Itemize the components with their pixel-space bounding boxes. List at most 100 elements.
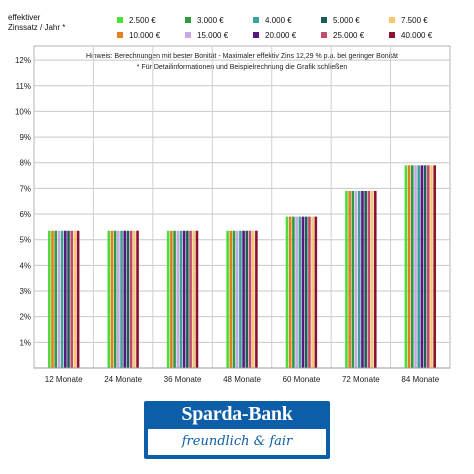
x-tick-label: 84 Monate — [401, 375, 439, 384]
chart-note-line2: * Für Detailinformationen und Beispielre… — [137, 64, 348, 71]
legend-item: 40.000 € — [389, 30, 457, 40]
bar — [308, 216, 311, 368]
bar — [285, 216, 289, 368]
legend-label: 10.000 € — [129, 30, 161, 40]
y-tick-label: 1% — [19, 338, 31, 347]
legend-swatch — [253, 17, 259, 23]
bar-chart: 1% 2% 3% 4% 5% 6% 7% 8% 9% 10% 11% 12% Hinweis: Bere… — [15, 45, 451, 384]
bar — [304, 216, 308, 368]
legend-swatch — [117, 32, 123, 38]
legend-item: 25.000 € — [321, 30, 389, 40]
bar — [423, 165, 427, 368]
y-axis-label-line1: effektiver — [8, 13, 41, 22]
bar — [133, 230, 136, 368]
bar — [76, 230, 80, 368]
bar — [57, 230, 61, 368]
legend-item: 3.000 € — [185, 15, 253, 25]
bar — [255, 230, 258, 368]
bar — [410, 165, 414, 368]
y-tick-label: 3% — [19, 287, 31, 296]
bar — [364, 190, 367, 368]
bar — [414, 165, 417, 368]
legend-label: 40.000 € — [401, 30, 433, 40]
y-tick-label: 12% — [15, 56, 31, 65]
logo-top-text: Sparda-Bank — [181, 403, 293, 425]
bar — [186, 230, 189, 368]
x-tick-label: 48 Monate — [223, 375, 261, 384]
bar — [311, 216, 314, 368]
bar — [361, 190, 364, 368]
legend-label: 7.500 € — [401, 15, 428, 25]
plot-area — [33, 45, 451, 369]
bar — [367, 190, 371, 368]
x-tick-label: 12 Monate — [45, 375, 83, 384]
bar — [242, 230, 245, 368]
bar — [113, 230, 117, 368]
bar — [136, 230, 139, 368]
chart-note-line1: Hinweis: Berechnungen mit bester Bonität… — [86, 53, 398, 60]
legend-swatch — [253, 32, 259, 38]
y-tick-label: 4% — [19, 261, 31, 270]
bar — [189, 230, 192, 368]
bar — [176, 230, 180, 368]
y-axis-label-line2: Zinssatz / Jahr * — [8, 23, 66, 32]
bar — [295, 216, 298, 368]
bar — [354, 190, 358, 368]
bar — [314, 216, 318, 368]
y-tick-label: 10% — [15, 107, 31, 116]
y-tick-label: 6% — [19, 210, 31, 219]
bar — [192, 230, 196, 368]
bar — [404, 165, 408, 368]
bar — [370, 190, 374, 368]
bar — [301, 216, 305, 368]
x-tick-label: 72 Monate — [342, 375, 380, 384]
bar — [298, 216, 302, 368]
legend-item: 15.000 € — [185, 30, 253, 40]
bar — [357, 190, 361, 368]
y-tick-label: 7% — [19, 184, 31, 193]
bar — [407, 165, 411, 368]
legend-item: 2.500 € — [117, 15, 185, 25]
legend-item: 20.000 € — [253, 30, 321, 40]
bar — [245, 230, 249, 368]
bar — [107, 230, 111, 368]
y-tick-label: 11% — [16, 82, 31, 91]
bar — [70, 230, 74, 368]
legend-item: 7.500 € — [389, 15, 457, 25]
bar — [351, 190, 355, 368]
bar — [292, 216, 295, 368]
logo-bottom-text: freundlich & fair — [148, 429, 326, 455]
bar — [345, 190, 348, 368]
bar — [166, 230, 170, 368]
bar — [120, 230, 123, 368]
legend-swatch — [185, 17, 191, 23]
legend-label: 5.000 € — [333, 15, 360, 25]
bar — [182, 230, 186, 368]
legend-swatch — [117, 17, 123, 23]
bar — [232, 230, 236, 368]
y-tick-label: 8% — [19, 159, 31, 168]
bar — [288, 216, 292, 368]
legend-swatch — [321, 17, 327, 23]
bar — [373, 190, 377, 368]
x-tick-label: 36 Monate — [164, 375, 202, 384]
bar — [420, 165, 424, 368]
bar — [117, 230, 120, 368]
bar — [73, 230, 77, 368]
y-tick-label: 2% — [19, 313, 31, 322]
legend-swatch — [185, 32, 191, 38]
bar — [239, 230, 242, 368]
bar — [426, 165, 430, 368]
legend-label: 2.500 € — [129, 15, 156, 25]
bar — [54, 230, 58, 368]
legend-label: 20.000 € — [265, 30, 297, 40]
bar — [129, 230, 133, 368]
legend-label: 15.000 € — [197, 30, 229, 40]
x-tick-label: 60 Monate — [283, 375, 321, 384]
bar — [229, 230, 233, 368]
legend-label: 3.000 € — [197, 15, 224, 25]
bar — [226, 230, 229, 368]
legend-label: 4.000 € — [265, 15, 292, 25]
bar — [195, 230, 199, 368]
bar — [179, 230, 183, 368]
